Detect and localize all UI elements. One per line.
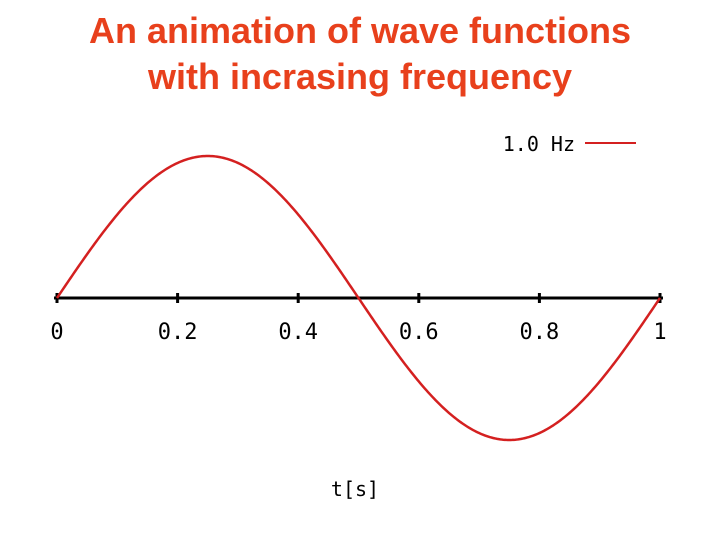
legend: 1.0 Hz: [503, 132, 636, 156]
x-axis-label: t[s]: [331, 477, 379, 501]
x-tick-label: 0.4: [278, 320, 318, 345]
x-tick-label: 0.8: [520, 320, 560, 345]
x-tick-label: 0.2: [158, 320, 198, 345]
title-line-1: An animation of wave functions: [88, 10, 632, 51]
x-axis: 0 0.2 0.4 0.6 0.8 1: [50, 293, 667, 345]
x-tick-label: 0: [50, 320, 63, 345]
x-tick-label: 1: [653, 320, 666, 345]
x-ticks: 0 0.2 0.4 0.6 0.8 1: [50, 293, 667, 345]
legend-label: 1.0 Hz: [503, 132, 575, 156]
chart-title: An animation of wave functions with incr…: [0, 8, 720, 100]
wave-series-line: [55, 154, 662, 442]
x-tick-label: 0.6: [399, 320, 439, 345]
title-line-2: with incrasing frequency: [147, 56, 573, 97]
